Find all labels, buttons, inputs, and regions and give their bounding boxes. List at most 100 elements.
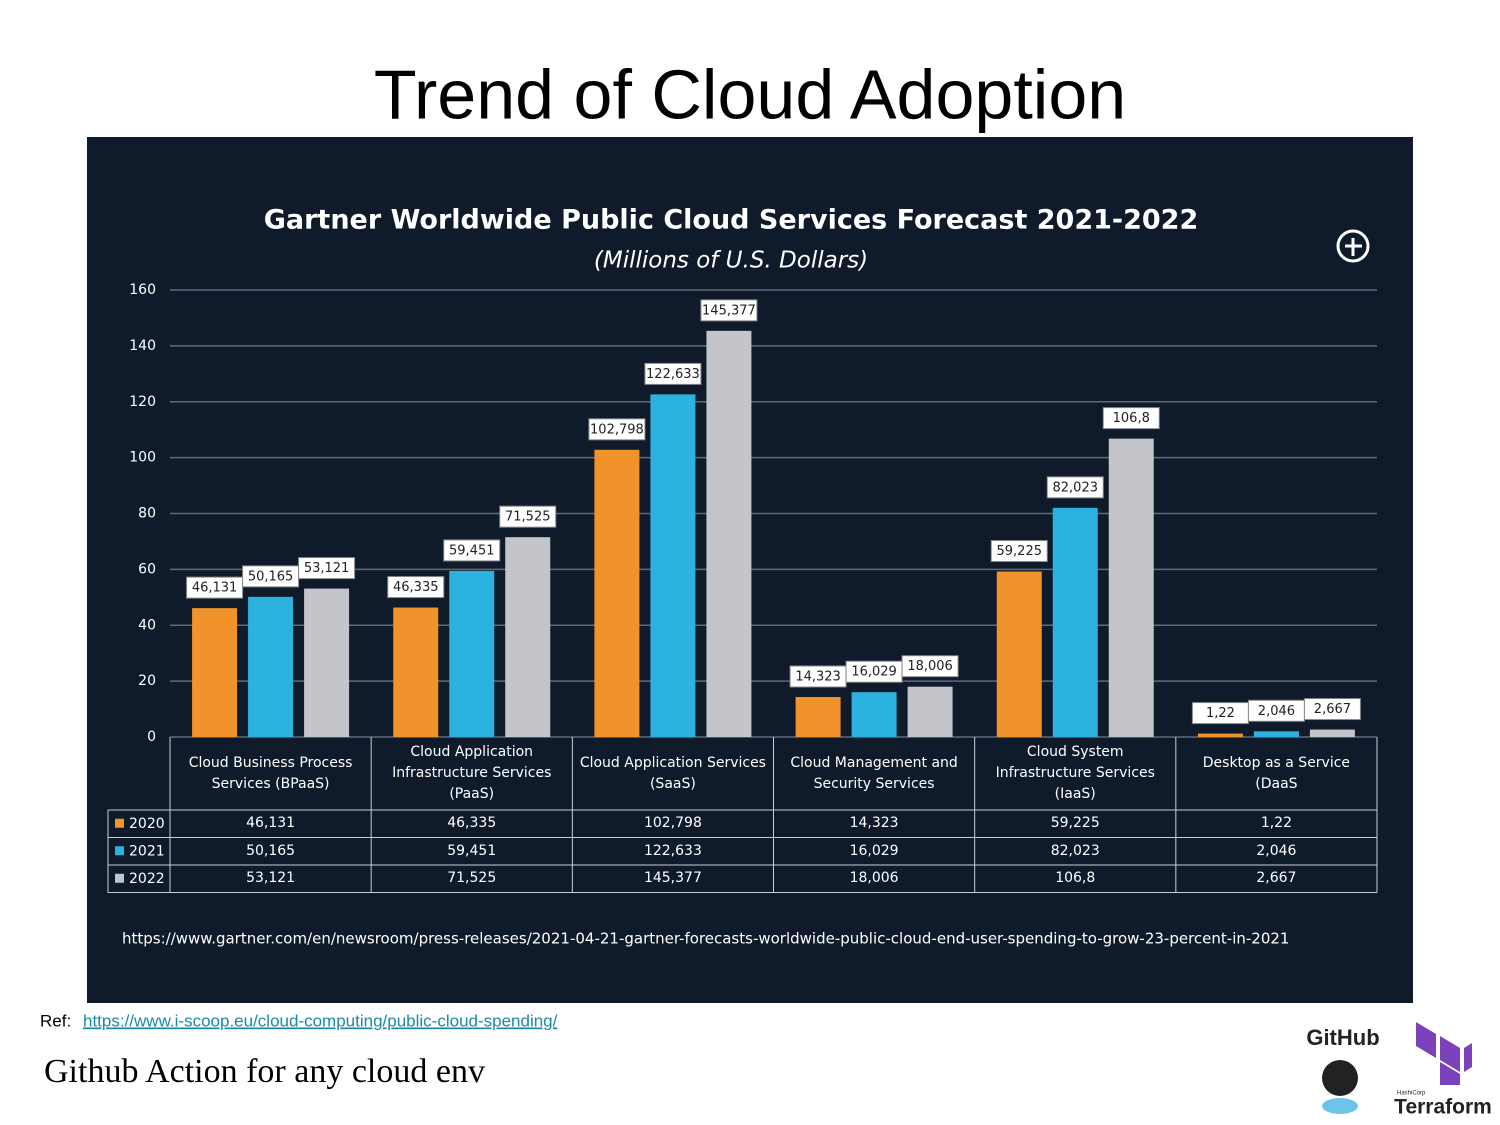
bar (851, 692, 897, 737)
value-label-box (588, 418, 646, 441)
y-tick-label: 100 (129, 450, 156, 466)
table-value-box: 59,225 (1051, 815, 1100, 831)
value-label: 1,22 (1206, 706, 1235, 721)
table-value: 82,023 (1050, 842, 1100, 859)
bar (449, 570, 495, 737)
bar (594, 449, 640, 737)
value-label: 82,023 (1053, 480, 1099, 495)
table-value: 59,451 (447, 842, 497, 859)
chart-title: Gartner Worldwide Public Cloud Services … (264, 205, 1199, 236)
bar (1197, 733, 1243, 737)
table-value: 122,633 (643, 842, 702, 859)
bar (706, 330, 752, 737)
category-label-box: Cloud System Infrastructure Services (Ia… (996, 744, 1155, 802)
table-value-box: 122,633 (643, 842, 702, 859)
table-value-box: 102,798 (644, 815, 702, 831)
category-label-box: Desktop as a Service (DaaS (1202, 754, 1351, 792)
gartner-icon (1336, 229, 1370, 263)
table-value: 2,046 (1256, 842, 1297, 859)
bar (795, 696, 841, 737)
y-tick-label: 80 (138, 506, 156, 522)
category-label: Desktop as a Service (DaaS (1202, 754, 1351, 792)
y-tick-label: 60 (138, 561, 156, 577)
value-label: 71,525 (505, 510, 551, 525)
github-logo-text: GitHub (1306, 1025, 1379, 1050)
y-tick-label: 160 (129, 282, 156, 298)
bar (1108, 438, 1154, 737)
category-label-box: Cloud Business Process Services (BPaaS) (188, 754, 353, 792)
table-value-box: 53,121 (246, 870, 296, 887)
y-tick-label: 40 (138, 617, 156, 633)
terraform-text: Terraform (1394, 1096, 1492, 1119)
value-label: 122,633 (646, 367, 700, 382)
value-label-box (186, 576, 244, 599)
y-tick-label: 140 (129, 338, 156, 354)
table-value: 106,8 (1055, 870, 1096, 887)
value-label-box (644, 362, 702, 385)
value-label: 16,029 (851, 665, 897, 680)
table-value: 53,121 (246, 870, 296, 887)
category-label: Cloud Application Services (SaaS) (579, 754, 766, 792)
bar (192, 608, 238, 737)
table-value: 16,029 (849, 842, 899, 859)
value-label: 2,046 (1258, 704, 1295, 719)
hashicorp-text: HashiCorp (1397, 1091, 1426, 1097)
legend-swatch (115, 873, 124, 883)
value-label-box (499, 505, 557, 528)
table-value: 1,22 (1260, 815, 1292, 832)
bar (907, 686, 953, 737)
category-label-box: Cloud Application Services (SaaS) (579, 754, 766, 792)
value-label-box (990, 540, 1048, 563)
table-value: 18,006 (849, 870, 899, 887)
table-value: 46,131 (246, 815, 296, 832)
legend-label: 2020 (129, 816, 165, 832)
value-label: 53,121 (304, 561, 350, 576)
table-value-box: 82,023 (1050, 842, 1100, 859)
table-value: 14,323 (849, 815, 899, 832)
chart-source: https://www.gartner.com/en/newsroom/pres… (122, 930, 1289, 948)
chart-subtitle: (Millions of U.S. Dollars) (594, 248, 868, 274)
bar (1309, 729, 1355, 737)
value-label: 145,377 (702, 303, 756, 318)
category-label: Cloud Application Infrastructure Service… (392, 744, 552, 802)
value-label-box (387, 576, 445, 599)
table-value: 2,667 (1256, 870, 1297, 887)
table-value: 145,377 (643, 870, 702, 887)
bar (505, 537, 551, 737)
category-label-box: Cloud Application Infrastructure Service… (392, 744, 552, 802)
table-value: 71,525 (447, 870, 497, 887)
table-value-box: 145,377 (643, 870, 702, 887)
bar (1052, 507, 1098, 737)
bar (650, 394, 696, 737)
bar (248, 596, 294, 737)
category-label: Cloud Management and Security Services (790, 754, 958, 792)
value-label: 50,165 (248, 569, 294, 584)
table-value-box: 50,165 (246, 843, 295, 859)
value-label: 18,006 (907, 659, 953, 674)
table-value-box: 46,335 (447, 815, 497, 832)
table-value-box: 14,323 (849, 815, 899, 832)
category-label: Cloud Business Process Services (BPaaS) (188, 754, 353, 792)
github-octocat (1322, 1060, 1358, 1114)
value-label-box (901, 655, 959, 678)
terraform-mark (1416, 1022, 1472, 1085)
value-label-box (443, 539, 501, 562)
value-label: 59,451 (449, 543, 495, 558)
table-value-box: 59,451 (447, 842, 497, 859)
table-value-box: 2,046 (1256, 842, 1297, 859)
value-label: 14,323 (795, 669, 841, 684)
table-value: 46,335 (447, 815, 497, 832)
table-value-box: 16,029 (849, 842, 899, 859)
value-label-box (1303, 698, 1361, 721)
value-label: 46,335 (393, 580, 439, 595)
table-value-box: 18,006 (849, 870, 899, 887)
footer-text: Github Action for any cloud env (44, 1053, 485, 1090)
y-tick-label: 20 (138, 673, 156, 689)
slide-title: Trend of Cloud Adoption (374, 55, 1126, 133)
value-label: 2,667 (1314, 702, 1351, 717)
y-tick-label: 0 (147, 729, 156, 745)
legend-label: 2021 (129, 843, 165, 859)
bar (393, 607, 439, 737)
ref-link[interactable]: https://www.i-scoop.eu/cloud-computing/p… (83, 1011, 558, 1030)
